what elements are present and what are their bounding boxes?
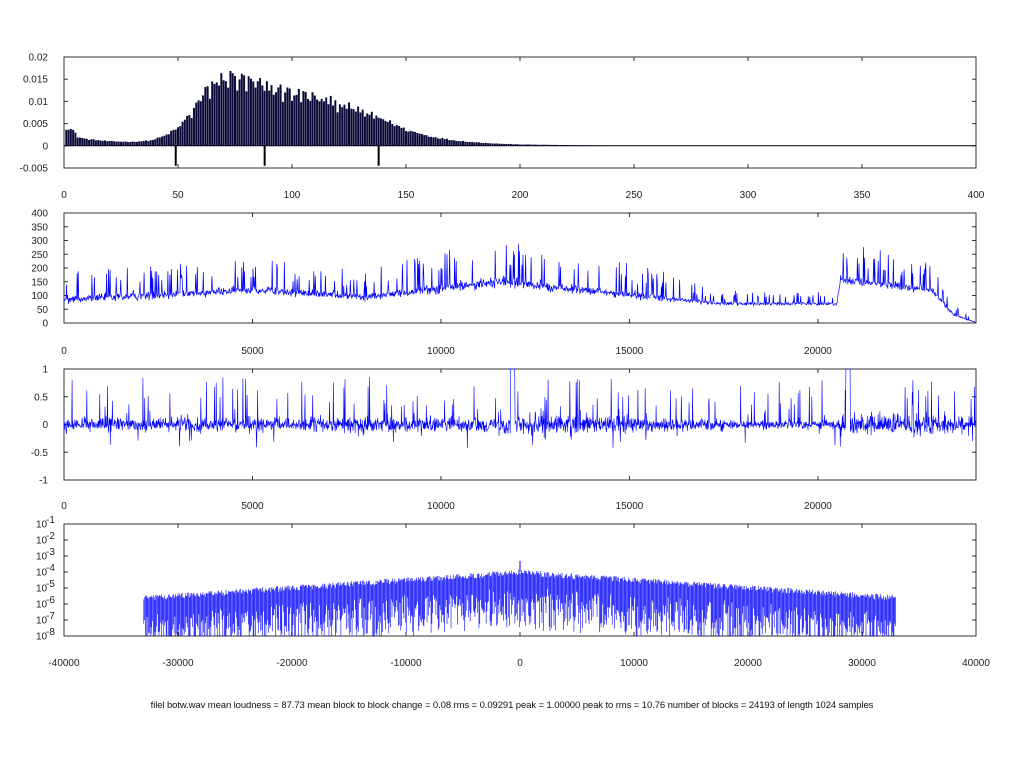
y-tick-label: 350 [31, 222, 48, 233]
y-tick-label: 10 [36, 568, 48, 579]
y-tick-exponent: -1 [46, 515, 55, 526]
y-tick-label: 250 [31, 250, 48, 261]
panel-loudness: 0 5000 10000 15000 20000 0 50 100 150 200 250 300 35… [31, 209, 977, 357]
loudness-trace [63, 244, 977, 323]
waveform-trace [63, 368, 977, 448]
x-tick-label: 5000 [241, 346, 264, 357]
y-tick-label: 0 [42, 420, 48, 431]
spectrum-bins [143, 569, 896, 636]
y-tick-label: 10 [36, 600, 48, 611]
x-tick-label: 350 [854, 190, 871, 201]
x-tick-label: 10000 [427, 501, 455, 512]
x-tick-label: -20000 [276, 658, 308, 669]
y-tick-label: 10 [36, 616, 48, 627]
y-tick-label: 50 [37, 305, 49, 316]
x-tick-label: 40000 [962, 658, 990, 669]
y-tick-label: 0 [42, 141, 48, 152]
histogram-bars [65, 70, 613, 166]
y-tick-exponent: -5 [46, 579, 55, 590]
x-tick-label: 10000 [620, 658, 648, 669]
y-tick-label: 200 [31, 264, 48, 275]
x-tick-label: 10000 [427, 346, 455, 357]
x-tick-label: 200 [512, 190, 529, 201]
x-tick-label: 0 [61, 346, 67, 357]
y-tick-exponent: -8 [46, 627, 55, 638]
panel-waveform: 0 5000 10000 15000 20000 -1 -0.5 0 0.5 1 [31, 365, 977, 512]
y-tick-label: -1 [39, 476, 48, 487]
x-tick-label: 0 [517, 658, 523, 669]
y-tick-label: 0.015 [23, 75, 48, 86]
x-tick-label: -30000 [162, 658, 194, 669]
y-tick-label: 10 [36, 520, 48, 531]
plot-frame [63, 523, 977, 637]
y-tick-label: 10 [36, 584, 48, 595]
y-tick-exponent: -7 [46, 611, 55, 622]
y-tick-label: 300 [31, 236, 48, 247]
x-tick-label: 300 [740, 190, 757, 201]
y-tick-exponent: -4 [46, 563, 55, 574]
x-tick-label: 5000 [241, 501, 264, 512]
y-tick-label: -0.005 [20, 164, 49, 175]
x-tick-label: 15000 [616, 346, 644, 357]
y-tick-label: 0 [42, 319, 48, 330]
y-tick-label: 0.02 [29, 53, 49, 64]
x-tick-label: 250 [626, 190, 643, 201]
x-tick-label: 150 [398, 190, 415, 201]
x-tick-label: 0 [61, 190, 67, 201]
y-tick-label: 1 [42, 365, 48, 376]
x-tick-label: 100 [284, 190, 301, 201]
x-tick-label: 0 [61, 501, 67, 512]
y-tick-label: 10 [36, 552, 48, 563]
panel-spectrum: -40000 -30000 -20000 -10000 0 10000 20000 30000… [36, 515, 990, 669]
x-tick-label: 20000 [804, 346, 832, 357]
y-tick-label: 150 [31, 277, 48, 288]
y-tick-label: 100 [31, 291, 48, 302]
y-tick-label: 400 [31, 209, 48, 220]
y-tick-label: -0.5 [31, 448, 49, 459]
panel-hist: 0 50 100 150 200 250 300 350 400 -0.005 0 0.005 0.01… [20, 53, 985, 202]
y-tick-label: 0.5 [34, 392, 48, 403]
x-tick-label: 20000 [734, 658, 762, 669]
y-tick-label: 0.005 [23, 119, 48, 130]
stats-caption: filel botw.wav mean loudness = 87.73 mea… [150, 700, 874, 711]
x-tick-label: 20000 [804, 501, 832, 512]
y-tick-exponent: -2 [46, 531, 55, 542]
y-tick-label: 10 [36, 632, 48, 643]
x-tick-label: -10000 [390, 658, 422, 669]
x-tick-label: 30000 [848, 658, 876, 669]
y-tick-label: 0.01 [29, 97, 49, 108]
y-tick-label: 10 [36, 536, 48, 547]
x-tick-label: -40000 [48, 658, 80, 669]
y-tick-exponent: -6 [46, 595, 55, 606]
x-tick-label: 50 [172, 190, 184, 201]
y-tick-exponent: -3 [46, 547, 55, 558]
x-tick-label: 400 [968, 190, 985, 201]
x-tick-label: 15000 [616, 501, 644, 512]
